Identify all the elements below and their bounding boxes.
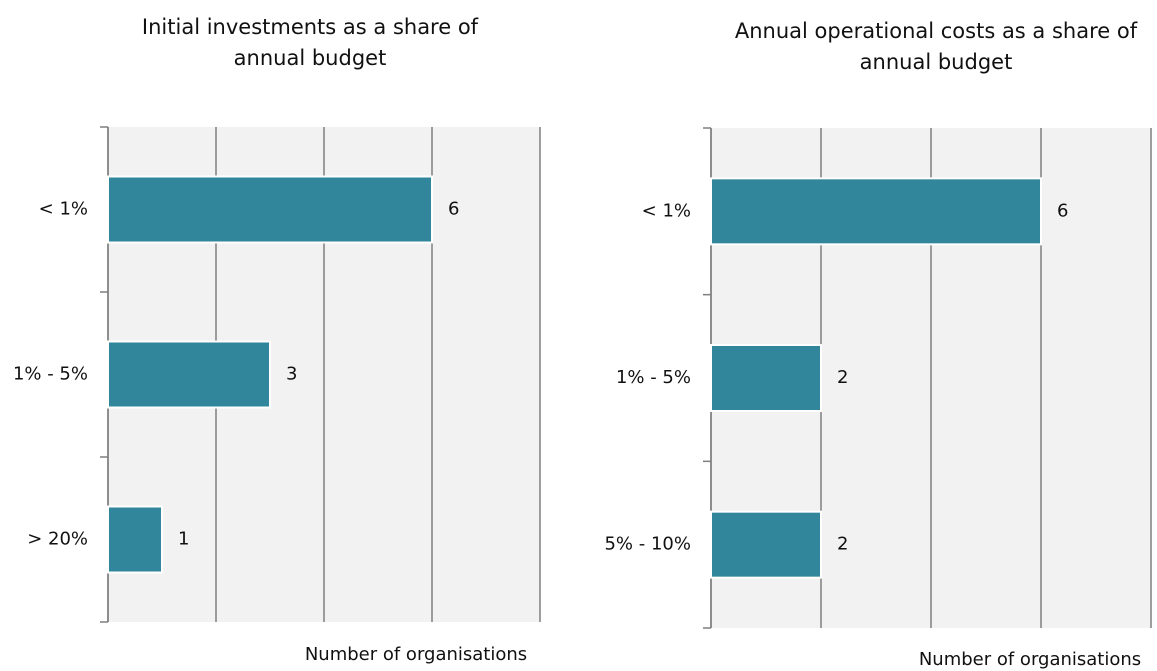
bar — [107, 340, 271, 409]
bar — [710, 344, 822, 412]
data-label: 6 — [448, 199, 459, 220]
y-tick-label: < 1% — [39, 199, 88, 220]
x-axis-label: Number of organisations — [305, 644, 527, 665]
chart-title: Initial investments as a share of — [142, 15, 479, 39]
y-tick-label: 1% - 5% — [13, 364, 88, 385]
x-axis-label: Number of organisations — [919, 649, 1141, 670]
chart-title: annual budget — [860, 50, 1013, 74]
data-label: 6 — [1057, 200, 1068, 221]
bar — [107, 175, 433, 244]
y-tick-label: > 20% — [27, 529, 88, 550]
bar — [710, 177, 1042, 246]
data-label: 2 — [837, 367, 848, 388]
bar — [107, 505, 163, 574]
chart-title: Annual operational costs as a share of — [735, 19, 1138, 43]
data-label: 2 — [837, 534, 848, 555]
data-label: 3 — [286, 364, 297, 385]
data-label: 1 — [178, 529, 189, 550]
y-tick-label: < 1% — [642, 200, 691, 221]
chart-title: annual budget — [234, 46, 387, 70]
bar — [710, 510, 822, 579]
y-tick-label: 5% - 10% — [604, 534, 691, 555]
y-tick-label: 1% - 5% — [616, 367, 691, 388]
